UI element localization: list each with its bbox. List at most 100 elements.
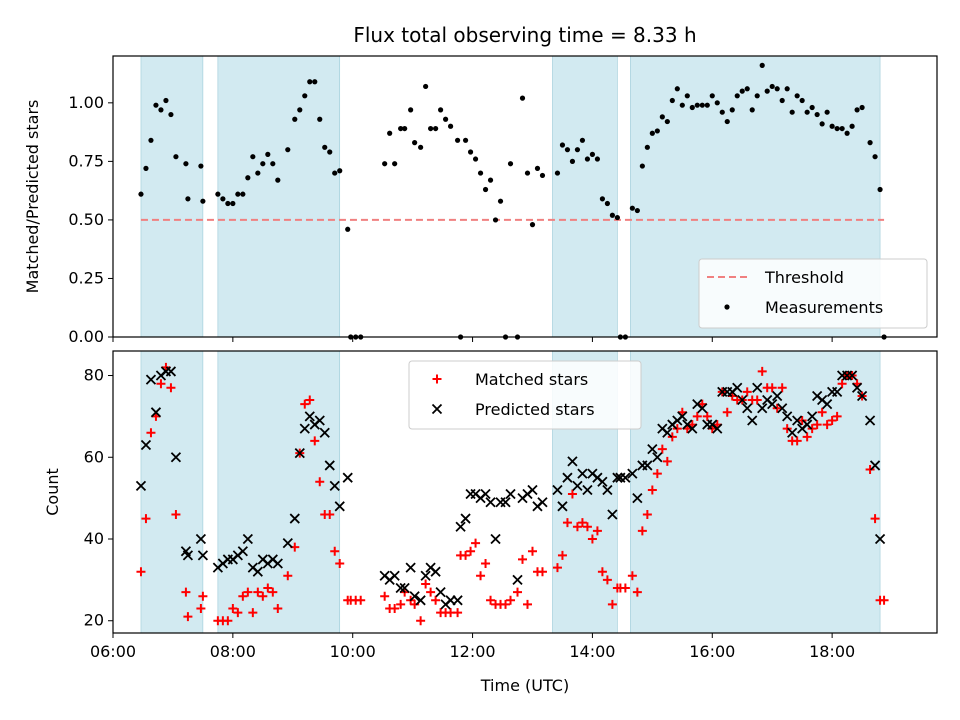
predicted-star-point <box>607 509 618 520</box>
predicted-star-point <box>465 488 476 500</box>
top-legend: Threshold Measurements <box>698 258 928 329</box>
predicted-star-point <box>807 411 818 422</box>
predicted-star-point <box>135 480 147 492</box>
bottom-panel: 20 40 60 80 06:00 08:00 10:00 12:00 14:00 16:00 18… <box>43 350 938 695</box>
measurement-point <box>669 97 675 104</box>
measurement-point <box>789 109 795 115</box>
measurement-point <box>609 212 615 218</box>
predicted-star-point <box>490 533 501 545</box>
measurement-point <box>674 86 680 92</box>
measurement-point <box>529 222 536 228</box>
measurement-point <box>829 123 835 129</box>
matched-star-point <box>577 518 587 528</box>
predicted-star-point <box>864 415 876 426</box>
y-tick-label: 0.50 <box>68 210 104 229</box>
predicted-star-point <box>572 480 583 492</box>
measurement-point <box>734 93 740 99</box>
measurement-point <box>148 137 154 143</box>
measurement-point <box>423 83 429 90</box>
matched-star-point <box>602 575 612 585</box>
top-axes-frame <box>112 55 938 338</box>
matched-star-point <box>513 587 523 597</box>
predicted-star-point <box>557 501 568 512</box>
predicted-star-point <box>577 468 588 479</box>
predicted-star-point <box>632 492 643 504</box>
legend-measurement-label: Measurements <box>765 298 883 317</box>
bottom-axes-frame <box>112 350 938 634</box>
matched-star-point <box>283 571 293 581</box>
predicted-star-point <box>602 484 613 496</box>
measurement-point <box>867 140 873 146</box>
measurement-point <box>819 121 825 127</box>
predicted-star-point <box>252 566 263 577</box>
matched-star-point <box>426 587 436 597</box>
measurement-point <box>307 79 313 85</box>
measurement-point <box>709 93 715 99</box>
matched-star-point <box>592 526 602 536</box>
matched-star-point <box>166 383 176 393</box>
predicted-star-point <box>787 427 798 438</box>
matched-star-point <box>310 436 320 446</box>
measurement-point <box>398 125 404 132</box>
matched-star-point <box>742 387 752 397</box>
matched-star-point <box>702 411 712 421</box>
predicted-star-point <box>319 427 330 438</box>
measurement-point <box>659 114 665 120</box>
predicted-star-point <box>195 533 207 545</box>
measurement-point <box>814 111 820 118</box>
measurement-point <box>569 158 576 164</box>
measurement-point <box>664 118 670 125</box>
measurement-point <box>492 217 499 223</box>
measurement-point <box>275 177 281 183</box>
measurement-point <box>589 151 596 157</box>
measurement-point <box>230 200 236 207</box>
matched-star-point <box>156 379 166 389</box>
measurement-point <box>225 200 231 207</box>
predicted-star-point <box>480 488 491 500</box>
measurement-point <box>872 154 878 160</box>
measurement-point <box>584 156 591 162</box>
measurement-point <box>684 93 690 99</box>
predicted-star-point <box>430 566 441 577</box>
x-tick-label: 10:00 <box>330 642 376 661</box>
measurement-point <box>774 86 780 92</box>
measurement-point <box>438 107 444 113</box>
predicted-star-point <box>452 595 463 606</box>
matched-star-point <box>552 563 562 573</box>
matched-star-point <box>330 546 340 556</box>
predicted-star-point <box>772 390 783 402</box>
predicted-star-point <box>612 472 623 483</box>
observing-window-band <box>217 55 341 338</box>
measurement-point <box>554 170 561 176</box>
predicted-star-point <box>389 570 400 581</box>
matched-star-point <box>797 415 807 425</box>
matched-star-point <box>416 616 426 626</box>
matched-star-point <box>692 411 702 421</box>
measurement-point <box>694 102 700 108</box>
predicted-star-point <box>455 521 466 532</box>
x-tick-label: 14:00 <box>569 642 615 661</box>
predicted-star-point <box>150 407 162 418</box>
matched-star-point <box>827 415 837 425</box>
matched-star-point <box>466 546 476 556</box>
measurement-point <box>250 154 256 160</box>
predicted-star-point <box>642 460 653 471</box>
measurement-point <box>809 104 815 111</box>
predicted-star-point <box>851 382 863 393</box>
predicted-star-point <box>752 382 763 393</box>
predicted-star-point <box>324 460 335 471</box>
observing-window-band <box>140 55 204 338</box>
measurement-point <box>629 205 635 211</box>
matched-star-point <box>305 395 315 405</box>
measurement-point <box>579 137 586 143</box>
y-tick-label: 0.75 <box>68 151 104 170</box>
measurement-point <box>168 111 174 118</box>
measurement-point <box>285 147 291 153</box>
measurement-point <box>564 147 571 153</box>
measurement-point <box>877 186 883 193</box>
measurement-point <box>163 97 169 104</box>
measurement-point <box>599 196 606 202</box>
measurement-point <box>714 100 720 106</box>
measurement-point <box>704 102 710 108</box>
matched-star-point <box>461 550 471 560</box>
